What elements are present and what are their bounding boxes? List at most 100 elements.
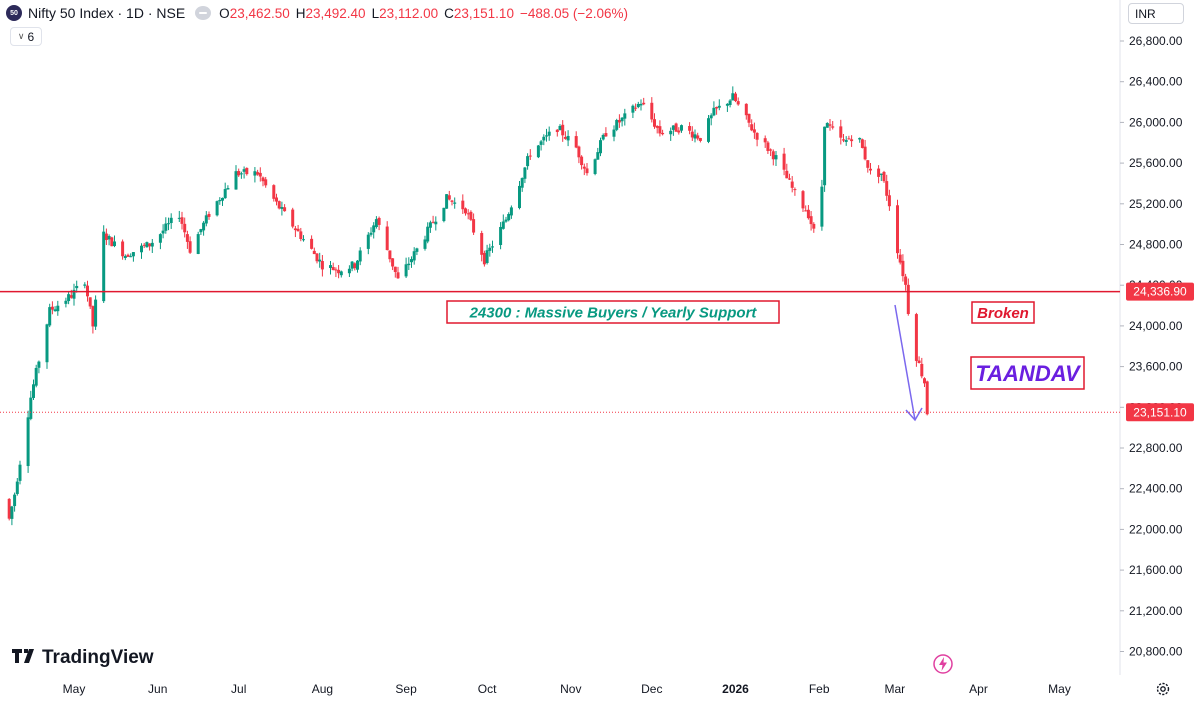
candle[interactable]	[183, 217, 187, 238]
candle[interactable]	[461, 194, 465, 214]
candle[interactable]	[445, 194, 449, 209]
candle[interactable]	[202, 221, 206, 236]
candle[interactable]	[744, 103, 748, 120]
candle[interactable]	[690, 126, 694, 141]
candle[interactable]	[869, 162, 872, 175]
candle[interactable]	[693, 129, 697, 143]
candle[interactable]	[528, 149, 532, 160]
candle[interactable]	[396, 266, 400, 279]
candle[interactable]	[839, 119, 843, 145]
candle[interactable]	[318, 252, 322, 268]
candle[interactable]	[277, 200, 281, 210]
candle[interactable]	[688, 122, 692, 135]
candle[interactable]	[107, 234, 111, 246]
candle[interactable]	[102, 225, 106, 304]
tradingview-logo[interactable]: TradingView	[12, 646, 154, 669]
candle[interactable]	[698, 137, 702, 143]
gear-icon[interactable]	[1155, 681, 1171, 697]
candle[interactable]	[221, 197, 224, 206]
candle[interactable]	[612, 125, 616, 142]
candle[interactable]	[850, 135, 854, 147]
candle[interactable]	[434, 216, 438, 231]
candle[interactable]	[223, 182, 227, 199]
candle[interactable]	[67, 290, 71, 305]
candle[interactable]	[366, 232, 370, 255]
candle[interactable]	[712, 101, 716, 117]
candle[interactable]	[423, 235, 427, 251]
candle[interactable]	[442, 207, 446, 223]
candle[interactable]	[104, 228, 108, 246]
eye-icon[interactable]	[195, 6, 212, 20]
candle[interactable]	[53, 306, 57, 312]
down-arrow[interactable]	[894, 304, 923, 422]
candle[interactable]	[199, 228, 203, 235]
candle[interactable]	[94, 295, 98, 330]
candle[interactable]	[480, 230, 484, 262]
candle[interactable]	[526, 153, 530, 170]
candle[interactable]	[491, 240, 494, 253]
candle[interactable]	[410, 256, 413, 268]
candle[interactable]	[593, 158, 597, 176]
candle[interactable]	[113, 235, 116, 248]
candle[interactable]	[725, 103, 729, 112]
candle[interactable]	[582, 163, 586, 176]
candle[interactable]	[10, 505, 14, 526]
candle[interactable]	[347, 265, 351, 278]
candle[interactable]	[310, 235, 314, 250]
candle[interactable]	[312, 247, 316, 255]
candle[interactable]	[653, 113, 656, 129]
candle[interactable]	[253, 167, 257, 183]
candle[interactable]	[801, 190, 805, 213]
candle[interactable]	[334, 267, 338, 278]
candle[interactable]	[904, 273, 908, 291]
candle[interactable]	[555, 129, 559, 137]
candle[interactable]	[37, 360, 41, 374]
candle[interactable]	[658, 120, 662, 137]
candle[interactable]	[923, 377, 926, 388]
candle[interactable]	[83, 282, 87, 289]
candle[interactable]	[239, 171, 243, 179]
candle[interactable]	[32, 379, 35, 400]
indicators-toggle[interactable]: ∨ 6	[10, 27, 42, 46]
candle[interactable]	[453, 197, 457, 209]
candle[interactable]	[177, 210, 181, 223]
candle[interactable]	[110, 236, 114, 247]
candle[interactable]	[820, 179, 824, 231]
candle[interactable]	[283, 204, 287, 212]
candle[interactable]	[577, 145, 581, 164]
candle[interactable]	[488, 243, 492, 257]
candle[interactable]	[469, 210, 473, 222]
candle[interactable]	[898, 248, 902, 265]
candle[interactable]	[617, 114, 621, 128]
candle[interactable]	[717, 99, 721, 111]
candle[interactable]	[774, 151, 778, 166]
candle[interactable]	[13, 492, 17, 512]
candle[interactable]	[887, 189, 891, 211]
candle[interactable]	[596, 147, 600, 160]
candle[interactable]	[353, 262, 357, 271]
lightning-icon[interactable]	[933, 654, 953, 674]
candle[interactable]	[185, 230, 189, 249]
candle[interactable]	[34, 364, 38, 388]
candle[interactable]	[482, 250, 486, 267]
candle[interactable]	[750, 119, 754, 132]
candle[interactable]	[547, 126, 551, 141]
candle[interactable]	[615, 118, 619, 132]
candle[interactable]	[148, 243, 152, 251]
candle[interactable]	[447, 190, 451, 201]
candle[interactable]	[790, 176, 794, 193]
candle[interactable]	[140, 243, 143, 259]
candle[interactable]	[782, 147, 786, 176]
candle[interactable]	[126, 253, 130, 257]
candle[interactable]	[377, 216, 381, 231]
candle[interactable]	[623, 108, 627, 126]
candle[interactable]	[499, 222, 503, 250]
candle[interactable]	[404, 257, 408, 279]
candle[interactable]	[450, 199, 454, 206]
candle[interactable]	[896, 199, 899, 259]
candle[interactable]	[847, 135, 851, 140]
candle[interactable]	[879, 173, 883, 182]
candle[interactable]	[636, 101, 640, 109]
candle[interactable]	[129, 253, 133, 258]
